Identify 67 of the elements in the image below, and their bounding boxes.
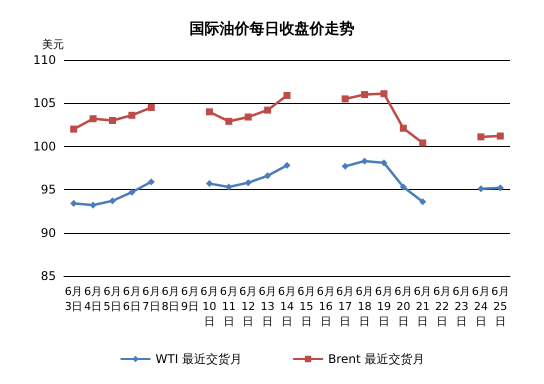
x-tick-label: 6月16日 [316,285,335,328]
y-tick-label: 95 [40,182,56,197]
point [284,162,290,169]
x-tick-label: 6月24日 [472,285,490,328]
chart-title: 国际油价每日收盘价走势 [190,20,354,38]
point [342,162,349,170]
point [380,159,388,166]
x-tick-label: 6月8日 [162,285,180,313]
point [400,124,407,132]
y-tick-label: 100 [33,139,56,154]
legend-label: Brent 最近交货月 [328,352,424,366]
y-tick-label: 85 [40,269,56,283]
x-tick-label: 6月6日 [122,285,141,313]
point [70,200,78,207]
point [380,90,388,98]
x-tick-label: 6月21日 [414,285,432,328]
x-tick-label: 6月13日 [258,285,277,328]
point [264,172,272,180]
x-tick-label: 6月12日 [239,285,258,328]
point [342,95,349,102]
point [206,108,213,116]
x-tick-label: 6月18日 [356,285,374,328]
x-tick-label: 6月19日 [374,285,393,328]
point [400,184,407,191]
y-tick-label: 110 [33,53,56,67]
point [284,92,290,99]
x-tick-label: 6月5日 [103,285,122,313]
x-tick-label: 6月3日 [64,285,83,313]
point [225,118,232,125]
x-tick-label: 6月17日 [336,285,354,328]
point [361,91,368,98]
x-tick-label: 6月22日 [433,285,452,328]
point [496,184,504,192]
point [128,112,136,119]
x-tick-label: 6月20日 [394,285,412,328]
x-tick-label: 6月9日 [181,285,200,313]
point [244,179,252,186]
y-axis-title: 美元 [42,38,64,51]
x-tick-label: 6月10日 [200,285,218,328]
point [70,126,78,133]
point [90,115,97,122]
x-tick-label: 6月7日 [142,285,160,313]
x-tick-label: 6月11日 [220,285,238,328]
point [108,116,116,124]
point [419,198,426,206]
point [128,188,136,196]
point [206,180,213,188]
point [148,178,155,186]
point [361,158,368,165]
x-tick-label: 6月25日 [491,285,510,328]
point [264,106,272,114]
x-tick-label: 6月4日 [84,285,102,313]
point [477,185,484,192]
point [108,197,116,204]
point [477,133,484,140]
x-tick-label: 6月14日 [278,285,296,328]
point [244,114,252,121]
point [496,132,504,140]
y-tick-label: 90 [40,226,56,240]
y-tick-label: 105 [33,96,56,110]
legend-label: WTI 最近交货月 [156,352,242,366]
point [90,202,97,209]
x-tick-label: 6月15日 [297,285,316,328]
point [419,139,426,146]
point [225,184,232,191]
point [148,104,155,112]
x-tick-label: 6月23日 [452,285,471,328]
